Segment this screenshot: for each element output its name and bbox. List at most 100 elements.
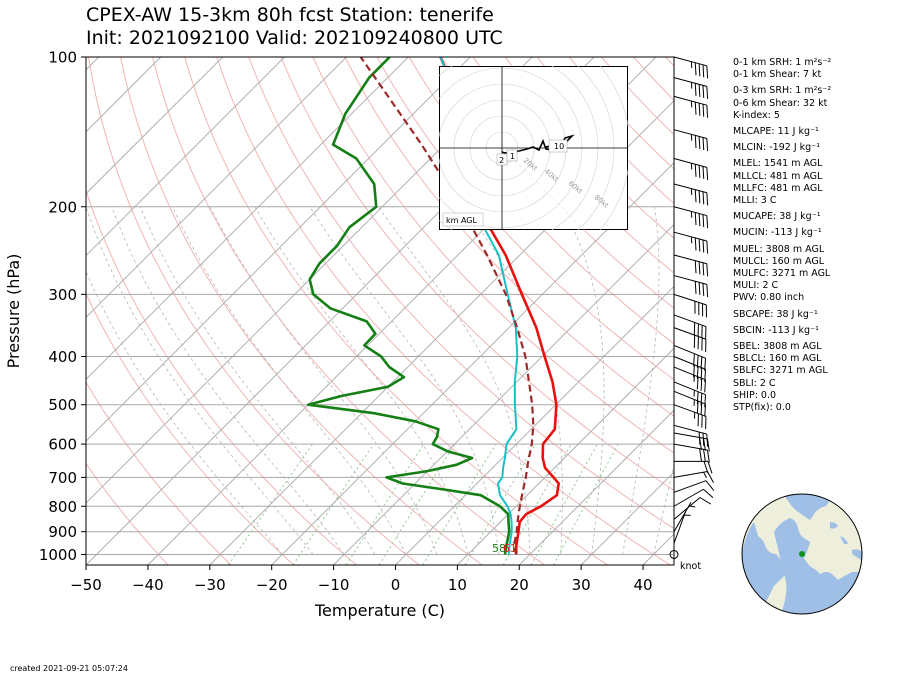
stat-line: MLLI: 3 C: [733, 195, 777, 207]
wind-barb: [673, 275, 709, 298]
dry-adiabat: [440, 57, 674, 309]
hodo-height-label-2: 2: [499, 156, 504, 165]
wind-barb: [673, 443, 710, 463]
wind-barb: [673, 293, 707, 318]
location-globe: [741, 493, 863, 615]
wind-barb: [673, 206, 709, 229]
dry-adiabat: [88, 57, 420, 565]
stat-line: SBCAPE: 38 J kg⁻¹: [733, 308, 818, 320]
stat-line: MULCL: 160 m AGL: [733, 255, 825, 267]
wind-barb: [673, 390, 707, 417]
moist-adiabat: [562, 206, 605, 555]
moist-adiabat: [139, 206, 376, 555]
wind-barb: [673, 231, 709, 254]
created-timestamp: created 2021-09-21 05:07:24: [10, 664, 128, 673]
mixing-ratio-line: [378, 443, 456, 565]
chart-title-line2: Init: 2021092100 Valid: 202109240800 UTC: [86, 27, 503, 49]
stat-line: 0-1 km SRH: 1 m²s⁻²: [733, 57, 832, 68]
dry-adiabat: [86, 292, 295, 565]
stat-line: SBLI: 2 C: [733, 377, 776, 389]
isotherm: [395, 285, 674, 565]
wind-barb: [673, 511, 691, 544]
mixing-ratio-line: [422, 443, 497, 565]
stat-line: SBEL: 3808 m AGL: [733, 341, 822, 353]
moist-adiabat: [86, 206, 314, 555]
wind-barb: [673, 158, 709, 180]
sounding-indices: 0-1 km SRH: 1 m²s⁻² 0-1 km Shear: 7 kt 0-3…: [733, 57, 831, 414]
wind-barb: [673, 254, 709, 277]
stat-line: MLEL: 1541 m AGL: [733, 158, 823, 170]
wind-barb: [673, 381, 707, 408]
isotherm: [271, 161, 674, 565]
wind-barb: [673, 344, 707, 371]
isotherm: [333, 223, 674, 565]
stat-line: MLLCL: 481 m AGL: [733, 170, 823, 182]
dry-adiabat: [344, 57, 674, 417]
y-axis-label: Pressure (hPa): [4, 254, 23, 369]
dewpoint-trace: [306, 57, 511, 555]
isotherm: [86, 57, 409, 381]
stat-line: MLLFC: 481 m AGL: [733, 182, 823, 194]
stat-line: PWV: 0.80 inch: [733, 292, 805, 304]
wind-barb: [673, 95, 709, 118]
wind-barb: [673, 56, 709, 79]
stat-line: MLCIN: -192 J kg⁻¹: [733, 142, 821, 154]
wind-barb: [673, 366, 707, 393]
x-tick-label: −10: [318, 576, 350, 594]
moist-adiabat: [309, 206, 500, 555]
hodograph-inset: 20kt 40kt 60kt 80kt 2 1 10 km AGL: [439, 66, 628, 230]
x-tick-label: 40: [634, 576, 653, 594]
moist-adiabat: [377, 206, 531, 555]
wind-barb: [673, 432, 710, 452]
y-tick-label: 200: [48, 198, 77, 216]
x-tick-label: −40: [132, 576, 164, 594]
moist-adiabat: [172, 206, 407, 555]
stat-line: K-index: 5: [733, 109, 780, 121]
hodo-legend: km AGL: [446, 216, 478, 225]
stat-line: SHIP: 0.0: [733, 389, 777, 401]
hodo-height-label-10: 10: [554, 142, 564, 151]
x-tick-label: 10: [448, 576, 467, 594]
moist-adiabat: [622, 206, 660, 555]
wind-barb: [673, 488, 714, 507]
y-tick-label: 500: [48, 396, 77, 414]
wind-barb: [673, 471, 714, 483]
wind-barb: [673, 129, 709, 152]
plot-frame: [85, 56, 675, 566]
dry-adiabat: [86, 381, 232, 565]
stat-line: SBLCL: 160 m AGL: [733, 353, 822, 365]
chart-title-line1: CPEX-AW 15-3km 80h fcst Station: tenerif…: [86, 4, 494, 26]
moist-adiabat: [111, 206, 345, 555]
stat-line: 0-1 km Shear: 7 kt: [733, 69, 822, 81]
mixing-ratio-line: [464, 443, 536, 565]
isotherm: [86, 57, 471, 442]
mixing-ratio-line: [227, 443, 314, 565]
stat-line: MLCAPE: 11 J kg⁻¹: [733, 126, 819, 138]
y-tick-label: 900: [48, 523, 77, 541]
x-tick-label: −30: [194, 576, 226, 594]
isotherm: [86, 57, 223, 195]
moist-adiabat: [86, 270, 283, 555]
mixing-ratio-line: [292, 443, 375, 565]
dry-adiabat: [376, 57, 674, 381]
mixing-ratio-line: [345, 443, 425, 565]
x-tick-label: 0: [391, 576, 401, 594]
y-tick-label: 600: [48, 436, 77, 454]
wind-barb: [673, 356, 707, 382]
stat-line: 0-3 km SRH: 1 m²s⁻²: [733, 85, 832, 97]
dry-adiabat: [86, 189, 357, 565]
y-tick-label: 400: [48, 348, 77, 366]
y-tick-label: 100: [48, 49, 77, 67]
dewpoint-surface-label: 58: [492, 542, 506, 555]
wetbulb-trace: [439, 57, 519, 555]
stat-line: SBLFC: 3271 m AGL: [733, 365, 828, 377]
temperature-trace: [439, 57, 561, 555]
wind-barb: [673, 77, 709, 100]
wind-barb: [673, 327, 707, 352]
dry-adiabat: [472, 57, 674, 274]
temperature-surface-label: 61: [503, 542, 517, 555]
isotherm: [86, 57, 347, 319]
hodo-height-label-1: 1: [510, 152, 515, 161]
stat-line: MUCIN: -113 J kg⁻¹: [733, 227, 822, 239]
dry-adiabat: [86, 462, 169, 565]
